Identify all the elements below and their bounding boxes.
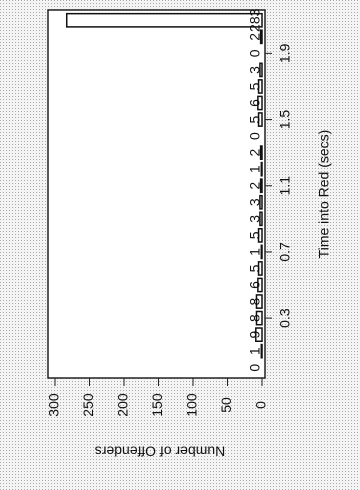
bar — [259, 194, 263, 210]
value-label: 1 — [247, 248, 263, 256]
bar — [257, 277, 263, 293]
y-tick-label: 150 — [149, 393, 165, 417]
bar — [259, 211, 263, 227]
value-label: 0 — [247, 364, 263, 372]
bar — [257, 227, 263, 243]
bar — [257, 261, 263, 276]
y-axis-title: Number of Offenders — [95, 443, 225, 459]
plot-area — [47, 9, 266, 379]
bar — [257, 95, 263, 111]
x-tick-label: 1.9 — [277, 43, 293, 63]
bar — [257, 79, 263, 94]
y-tick-label: 50 — [218, 397, 234, 413]
bar — [259, 145, 263, 161]
value-label: 8 — [247, 314, 263, 322]
value-label: 5 — [247, 231, 263, 239]
value-label: 5 — [247, 264, 263, 272]
value-label: 3 — [247, 66, 263, 74]
bar — [260, 244, 263, 260]
value-label: 6 — [247, 99, 263, 107]
value-label: 1 — [247, 165, 263, 173]
value-label: 5 — [247, 115, 263, 123]
value-label: 2 — [247, 182, 263, 190]
bar — [255, 310, 263, 326]
value-label: 2 — [247, 33, 263, 41]
y-tick-label: 100 — [184, 393, 200, 417]
bar — [259, 178, 263, 194]
x-tick-label: 1.5 — [277, 110, 293, 130]
x-tick-label: 0.7 — [277, 242, 293, 262]
x-tick-label: 1.1 — [277, 176, 293, 196]
value-label: 8 — [247, 297, 263, 305]
value-label: 3 — [247, 215, 263, 223]
x-tick-label: 0.3 — [277, 308, 293, 328]
bar — [257, 112, 263, 127]
bar — [255, 327, 263, 343]
y-tick-label: 250 — [80, 393, 96, 417]
bar — [259, 62, 263, 78]
value-label: 1 — [247, 347, 263, 355]
value-label: 3 — [247, 198, 263, 206]
value-label: 5 — [247, 82, 263, 90]
bar — [260, 343, 263, 359]
y-tick-label: 300 — [46, 393, 62, 417]
value-label: 283 — [247, 8, 263, 32]
bar — [260, 161, 263, 177]
y-tick-label: 0 — [253, 401, 269, 409]
value-label: 2 — [247, 149, 263, 157]
y-tick-label: 200 — [115, 393, 131, 417]
bar — [259, 29, 263, 45]
value-label: 0 — [247, 49, 263, 57]
x-axis-title: Time into Red (secs) — [316, 130, 332, 259]
value-label: 9 — [247, 331, 263, 339]
value-label: 0 — [247, 132, 263, 140]
bar — [65, 12, 263, 28]
value-label: 6 — [247, 281, 263, 289]
bar — [255, 294, 263, 309]
